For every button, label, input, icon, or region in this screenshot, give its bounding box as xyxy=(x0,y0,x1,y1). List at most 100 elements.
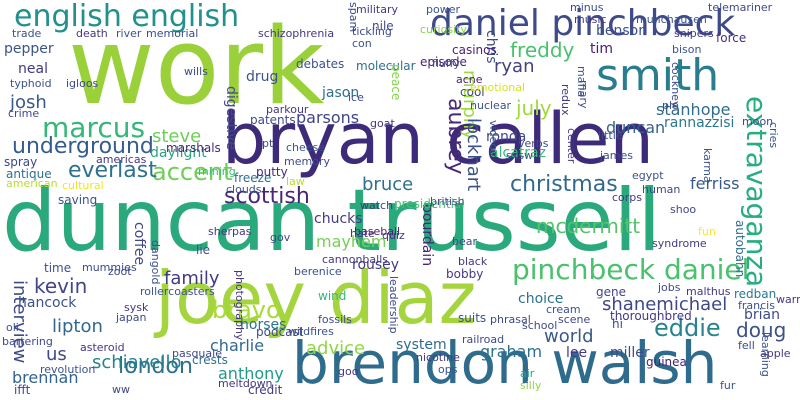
word: black xyxy=(458,255,488,268)
word: mining xyxy=(198,165,236,178)
word: curiosity xyxy=(420,23,467,36)
word: parsons xyxy=(296,108,360,127)
word: guinea xyxy=(646,355,687,369)
word: neal xyxy=(18,61,48,77)
word: lie xyxy=(196,243,211,257)
word: air xyxy=(520,367,535,380)
word: josh xyxy=(10,92,47,113)
word: pt xyxy=(262,137,274,150)
word: accent xyxy=(152,158,233,186)
word: pie xyxy=(662,99,679,112)
word: us xyxy=(46,344,67,365)
word: horses xyxy=(240,317,287,333)
word: steve xyxy=(152,126,202,147)
word: meltdown xyxy=(218,377,273,390)
word: cries xyxy=(767,122,780,149)
word: marcus xyxy=(42,111,146,144)
word: mayhem xyxy=(316,232,387,251)
word: tickling xyxy=(352,25,392,38)
word: shoo xyxy=(670,203,697,216)
word: bartering xyxy=(2,335,53,348)
word: crime xyxy=(8,107,40,120)
word: extravaganza xyxy=(740,96,773,288)
word: river xyxy=(116,27,142,40)
word: minus xyxy=(570,1,604,14)
word: london xyxy=(118,354,193,379)
word: clouds xyxy=(226,183,262,196)
word: schiavello xyxy=(92,352,182,373)
word: interview xyxy=(9,280,30,364)
word: trade xyxy=(12,27,42,40)
word: learning xyxy=(759,332,772,377)
word: law xyxy=(286,175,305,188)
word: hate xyxy=(350,227,375,240)
word: american xyxy=(6,177,58,190)
word: goat xyxy=(370,117,395,130)
word: ice xyxy=(348,91,364,104)
word: parkour xyxy=(266,103,309,116)
word: james xyxy=(600,149,634,162)
word: goo xyxy=(338,365,359,378)
word: cream xyxy=(546,303,581,316)
word: zoot xyxy=(108,265,132,278)
word: everlast xyxy=(68,158,157,183)
word: memorial xyxy=(146,27,199,40)
word: ronda xyxy=(486,129,527,145)
word: rousey xyxy=(352,257,400,273)
word: daylight xyxy=(150,145,207,161)
word: berenice xyxy=(294,265,342,278)
word: anthony xyxy=(218,364,284,383)
word: quiz xyxy=(382,229,405,242)
word: leadership xyxy=(387,276,400,334)
word: photography xyxy=(233,270,246,341)
word: graham xyxy=(480,342,543,361)
word: scottish xyxy=(224,184,310,209)
word: spam xyxy=(347,2,360,33)
word: suits xyxy=(458,311,487,325)
word: duncan xyxy=(606,118,666,137)
word: warm xyxy=(776,293,800,306)
word: watch xyxy=(360,199,394,212)
word: brian xyxy=(744,307,780,323)
word: antique xyxy=(6,167,52,181)
word: fell xyxy=(738,339,755,352)
word: acne xyxy=(456,73,483,86)
word: military xyxy=(356,3,398,16)
word: bravo xyxy=(212,296,281,324)
word: fossils xyxy=(318,313,352,326)
word: cheese xyxy=(286,141,326,154)
word: nicotine xyxy=(416,351,460,364)
word: pepper xyxy=(4,41,54,57)
word: asteroid xyxy=(80,341,125,354)
word: redban xyxy=(734,287,777,301)
word: saving xyxy=(58,193,98,207)
word: mary xyxy=(577,80,590,109)
word: system xyxy=(396,337,447,353)
word: music xyxy=(574,13,607,26)
word: pasquale xyxy=(172,347,222,360)
word: baseball xyxy=(354,225,401,238)
word: duncan trussell xyxy=(2,171,662,271)
word: revolution xyxy=(40,363,96,376)
word: ryan xyxy=(494,56,535,77)
word: peace xyxy=(389,64,403,101)
word: eddie xyxy=(654,314,721,342)
word: pinchbeck daniel xyxy=(512,253,750,286)
word: drug xyxy=(246,69,279,85)
word: joey diaz xyxy=(155,256,477,340)
word: scene xyxy=(558,313,591,326)
word: hi xyxy=(612,317,623,331)
word: emotional xyxy=(470,81,526,94)
word: francis xyxy=(738,299,775,312)
word: malthus xyxy=(686,285,731,298)
word: casinos xyxy=(452,43,497,57)
word: stanhope xyxy=(656,100,731,119)
word: choice xyxy=(518,291,564,307)
word: verbs xyxy=(518,137,549,150)
word: daniel pinchbeck xyxy=(430,3,736,44)
word: videos xyxy=(487,120,500,156)
word: lee xyxy=(566,345,588,361)
word: oli xyxy=(6,321,19,334)
word: murphy xyxy=(459,70,480,140)
